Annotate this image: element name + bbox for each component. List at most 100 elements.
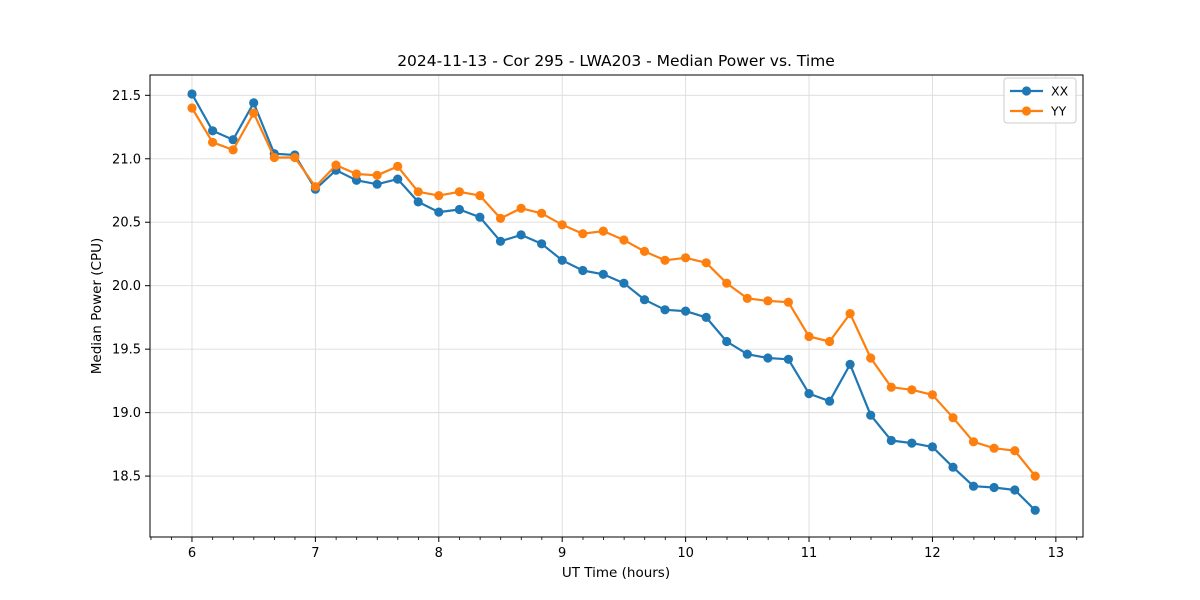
series-yy-marker: [989, 443, 999, 453]
y-tick-label: 19.0: [112, 406, 141, 421]
x-tick-label: 11: [801, 546, 818, 561]
series-yy-marker: [269, 152, 279, 163]
series-xx-marker: [845, 359, 855, 369]
series-yy-marker: [866, 353, 876, 363]
series-yy-marker: [310, 182, 320, 192]
series-yy-marker: [742, 293, 752, 303]
series-yy-marker: [516, 203, 526, 213]
series-xx-marker: [927, 442, 938, 452]
x-tick-label: 12: [924, 546, 941, 561]
series-yy-marker: [639, 246, 650, 256]
series-yy-marker: [290, 152, 300, 163]
y-tick-label: 21.0: [112, 152, 141, 167]
series-xx-marker: [249, 98, 259, 108]
legend-label: XX: [1051, 84, 1069, 99]
series-yy-marker: [1010, 446, 1020, 456]
plot-border: [149, 74, 1084, 538]
series-yy-marker: [249, 108, 259, 118]
series-yy-marker: [968, 437, 979, 447]
series-yy-marker: [372, 170, 382, 180]
series-xx-marker: [886, 435, 896, 446]
chart-title: 2024-11-13 - Cor 295 - LWA203 - Median P…: [397, 52, 835, 70]
series-xx-marker: [578, 265, 588, 276]
series-yy-marker: [598, 226, 608, 236]
series-yy-marker: [393, 161, 403, 171]
x-tick-label: 10: [677, 546, 694, 561]
series-yy-line: [191, 107, 1037, 477]
series-xx-marker: [804, 389, 814, 399]
series-yy-marker: [578, 229, 588, 239]
series-yy-marker: [557, 220, 567, 230]
series-xx-marker: [228, 135, 238, 145]
series-xx-marker: [516, 230, 526, 240]
series-yy-marker: [413, 187, 423, 197]
series-xx-marker: [701, 312, 711, 322]
series-yy-marker: [681, 253, 691, 263]
x-tick-label: 7: [311, 546, 319, 561]
legend-label: YY: [1050, 104, 1067, 119]
series-yy-marker: [804, 331, 814, 342]
series-xx-marker: [660, 305, 670, 315]
x-axis-title: UT Time (hours): [562, 565, 670, 581]
series-yy-marker: [907, 385, 917, 395]
series-xx-marker: [413, 197, 423, 207]
series-xx-marker: [454, 204, 464, 215]
series-yy-marker: [701, 258, 711, 268]
series: [187, 89, 1040, 515]
series-xx-marker: [208, 126, 218, 136]
series-xx-marker: [351, 175, 362, 185]
series-xx-marker: [681, 306, 691, 316]
series-xx-marker: [948, 462, 958, 472]
series-yy-marker: [475, 191, 485, 201]
x-tick-label: 8: [435, 546, 443, 561]
legend-marker-sample: [1021, 106, 1032, 116]
series-xx-line: [191, 93, 1036, 512]
series-yy-marker: [660, 255, 670, 265]
y-tick-label: 21.5: [112, 89, 141, 104]
series-yy-marker: [845, 309, 855, 319]
series-xx-marker: [434, 207, 444, 217]
series-xx-marker: [372, 179, 382, 189]
series-yy-marker: [454, 187, 464, 197]
y-axis-title: Median Power (CPU): [89, 238, 105, 374]
series-yy-marker: [886, 382, 896, 392]
y-tick-label: 20.0: [112, 279, 141, 294]
series-yy-marker: [331, 160, 341, 170]
grid: [150, 75, 1083, 537]
series-yy-marker: [351, 169, 362, 179]
series-yy-marker: [825, 336, 835, 347]
series-yy-marker: [783, 297, 794, 307]
legend: XX YY: [1003, 77, 1077, 124]
series-yy-marker: [1030, 471, 1040, 481]
axes: 6 7 8 9 10 11 12 13 18.5 19.0 19.5 20.0 20.5 21.0 21.5: [112, 74, 1084, 561]
series-xx-marker: [907, 438, 917, 448]
series-yy-marker: [187, 103, 197, 113]
series-xx-marker: [557, 255, 567, 265]
series-xx-marker: [783, 354, 794, 364]
legend-marker-sample: [1021, 86, 1032, 96]
series-xx-marker: [537, 239, 547, 249]
series-xx-marker: [1010, 485, 1020, 495]
series-yy-marker: [228, 145, 238, 155]
x-tick-label: 13: [1048, 546, 1065, 561]
series-xx-marker: [619, 278, 629, 288]
y-tick-label: 20.5: [112, 216, 141, 231]
series-yy-marker: [619, 235, 629, 245]
series-xx-marker: [393, 174, 403, 184]
series-xx-marker: [825, 396, 835, 406]
series-yy-marker: [763, 296, 773, 306]
series-yy-marker: [208, 137, 218, 147]
series-xx-marker: [1030, 505, 1040, 515]
series-xx-marker: [722, 336, 732, 347]
series-yy-marker: [948, 413, 958, 423]
y-tick-label: 19.5: [112, 343, 141, 358]
series-xx-marker: [989, 482, 999, 493]
series-xx-marker: [742, 349, 752, 359]
series-yy-marker: [495, 213, 506, 223]
x-tick-label: 6: [188, 546, 196, 561]
series-xx-marker: [866, 410, 876, 420]
series-yy-marker: [434, 191, 444, 201]
series-xx-marker: [475, 212, 485, 222]
